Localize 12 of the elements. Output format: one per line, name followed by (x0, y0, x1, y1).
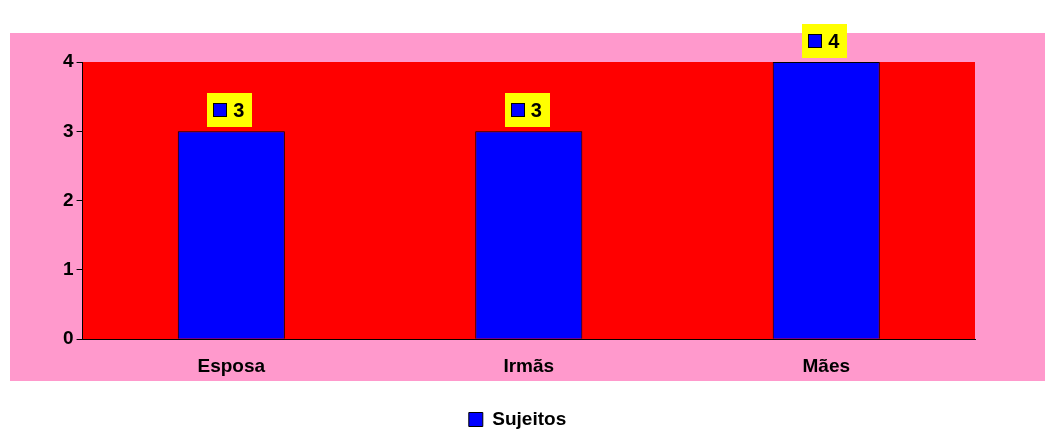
y-tick-label: 3 (62, 119, 74, 141)
data-label: 3 (530, 98, 542, 122)
y-tick-label: 1 (62, 258, 74, 280)
y-tick-label: 2 (62, 188, 74, 210)
legend-label: Sujeitos (492, 407, 567, 429)
x-tick-label: Esposa (197, 354, 266, 376)
y-tick-label: 0 (62, 327, 74, 349)
data-label: 3 (233, 98, 245, 122)
x-tick-label: Mães (802, 354, 851, 376)
y-tick-label: 4 (62, 50, 74, 72)
x-tick-label: Irmãs (503, 354, 555, 376)
data-label: 4 (828, 29, 840, 53)
